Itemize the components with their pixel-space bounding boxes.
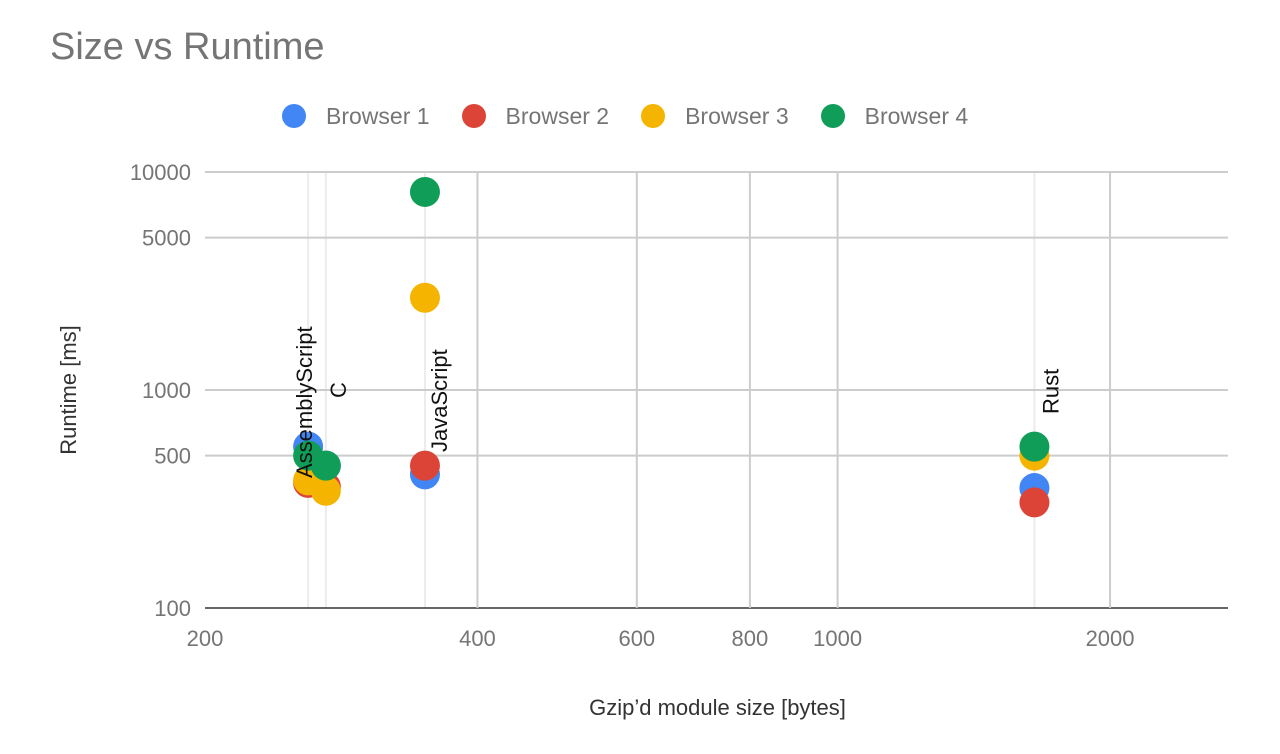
y-tick-label-5000: 5000 [142,226,191,251]
data-point-browser-2-3 [1019,487,1050,518]
y-tick-label-100: 100 [154,596,191,621]
legend: Browser 1 Browser 2 Browser 3 Browser 4 [282,100,1000,132]
legend-swatch-browser-3 [641,104,666,128]
data-point-browser-3-1 [310,475,341,506]
chart-title: Size vs Runtime [50,26,325,68]
y-tick-label-500: 500 [154,444,191,469]
x-tick-label-400: 400 [459,626,496,651]
annotation-label-javascript: JavaScript [427,349,452,452]
data-point-browser-4-3 [1019,431,1050,462]
data-point-browser-4-1 [310,450,341,481]
x-axis-title: Gzip’d module size [bytes] [589,695,846,720]
legend-label-browser-4: Browser 4 [864,102,969,129]
y-axis-title: Runtime [ms] [56,325,81,455]
x-tick-label-800: 800 [732,626,769,651]
y-tick-label-10000: 10000 [130,160,191,185]
data-point-browser-4-2 [409,176,440,207]
legend-item-browser-1[interactable]: Browser 1 [282,103,430,130]
legend-item-browser-4[interactable]: Browser 4 [820,102,969,130]
legend-item-browser-2[interactable]: Browser 2 [461,102,610,130]
x-tick-label-200: 200 [187,626,224,651]
x-tick-label-2000: 2000 [1086,626,1135,651]
legend-swatch-browser-2 [461,104,486,128]
x-tick-label-600: 600 [618,626,655,651]
x-tick-label-1000: 1000 [813,626,862,651]
data-point-browser-2-2 [409,450,440,481]
legend-label-browser-2: Browser 2 [505,102,610,129]
annotation-label-c: C [326,382,351,398]
data-point-browser-3-2 [409,282,440,313]
legend-swatch-browser-4 [820,104,845,128]
legend-label-browser-3: Browser 3 [685,102,789,129]
annotation-label-assemblyscript: AssemblyScript [292,326,317,478]
legend-label-browser-1: Browser 1 [326,102,430,129]
y-tick-label-1000: 1000 [142,378,191,403]
legend-item-browser-3[interactable]: Browser 3 [641,103,789,130]
annotation-label-rust: Rust [1038,369,1063,414]
legend-swatch-browser-1 [282,104,306,128]
